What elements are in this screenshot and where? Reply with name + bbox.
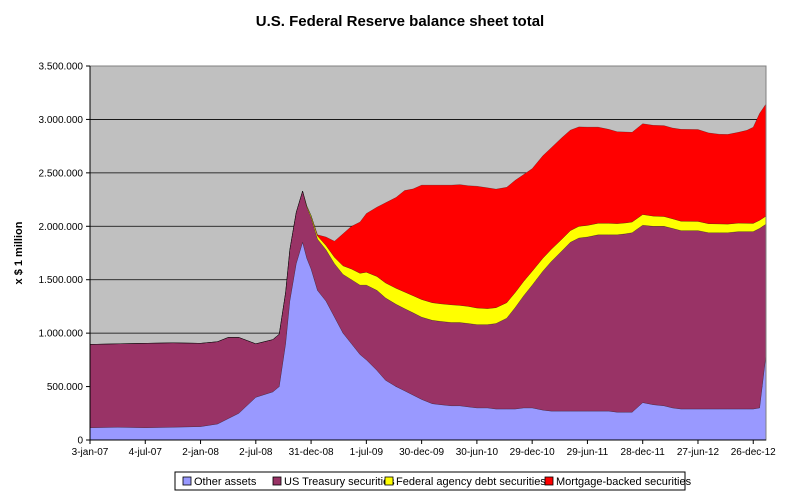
x-tick-label: 29-dec-10 <box>510 447 555 458</box>
legend-entry-federal-agency-debt-securities: Federal agency debt securities <box>396 476 546 488</box>
x-tick-label: 27-jun-12 <box>677 447 720 458</box>
legend-box <box>174 471 686 491</box>
x-axis: 3-jan-07 4-jul-07 2-jan-08 2-jul-08 31-dec-0… <box>72 439 776 458</box>
y-tick-label: 2.000.000 <box>39 222 84 233</box>
y-axis-label: x $ 1 million <box>13 221 25 284</box>
legend-swatch-federal-agency-debt-securities <box>384 476 394 486</box>
x-tick-label: 3-jan-07 <box>72 447 109 458</box>
y-axis: 0 500.000 1.000.000 1.500.000 2.000.000 2.500… <box>39 62 91 447</box>
x-tick-label: 4-jul-07 <box>129 447 163 458</box>
y-tick-label: 3.000.000 <box>39 115 84 126</box>
y-tick-label: 3.500.000 <box>39 62 84 73</box>
x-tick-label: 2-jul-08 <box>239 447 273 458</box>
x-tick-label: 29-jun-11 <box>567 447 609 458</box>
legend-swatch-us-treasury-securities <box>272 476 282 486</box>
x-tick-label: 2-jan-08 <box>182 447 219 458</box>
y-tick-label: 2.500.000 <box>39 168 84 179</box>
legend-swatch-mortgage-backed-securities <box>544 476 554 486</box>
chart-title: U.S. Federal Reserve balance sheet total <box>256 13 544 30</box>
x-tick-label: 26-dec-12 <box>731 447 776 458</box>
legend-entry-us-treasury-securities: US Treasury securities <box>284 476 395 488</box>
x-tick-label: 28-dec-11 <box>621 447 666 458</box>
legend-entry-mortgage-backed-securities: Mortgage-backed securities <box>556 476 692 488</box>
x-tick-label: 30-jun-10 <box>456 447 499 458</box>
y-tick-label: 1.500.000 <box>39 275 84 286</box>
legend-entry-other-assets: Other assets <box>194 476 257 488</box>
x-tick-label: 30-dec-09 <box>399 447 444 458</box>
y-tick-label: 500.000 <box>47 382 84 393</box>
y-tick-label: 1.000.000 <box>39 329 84 340</box>
x-tick-label: 31-dec-08 <box>289 447 334 458</box>
legend-swatch-other-assets <box>182 476 192 486</box>
legend: Other assets US Treasury securities Federa… <box>174 471 692 491</box>
x-tick-label: 1-jul-09 <box>350 447 384 458</box>
y-tick-label: 0 <box>77 436 83 447</box>
